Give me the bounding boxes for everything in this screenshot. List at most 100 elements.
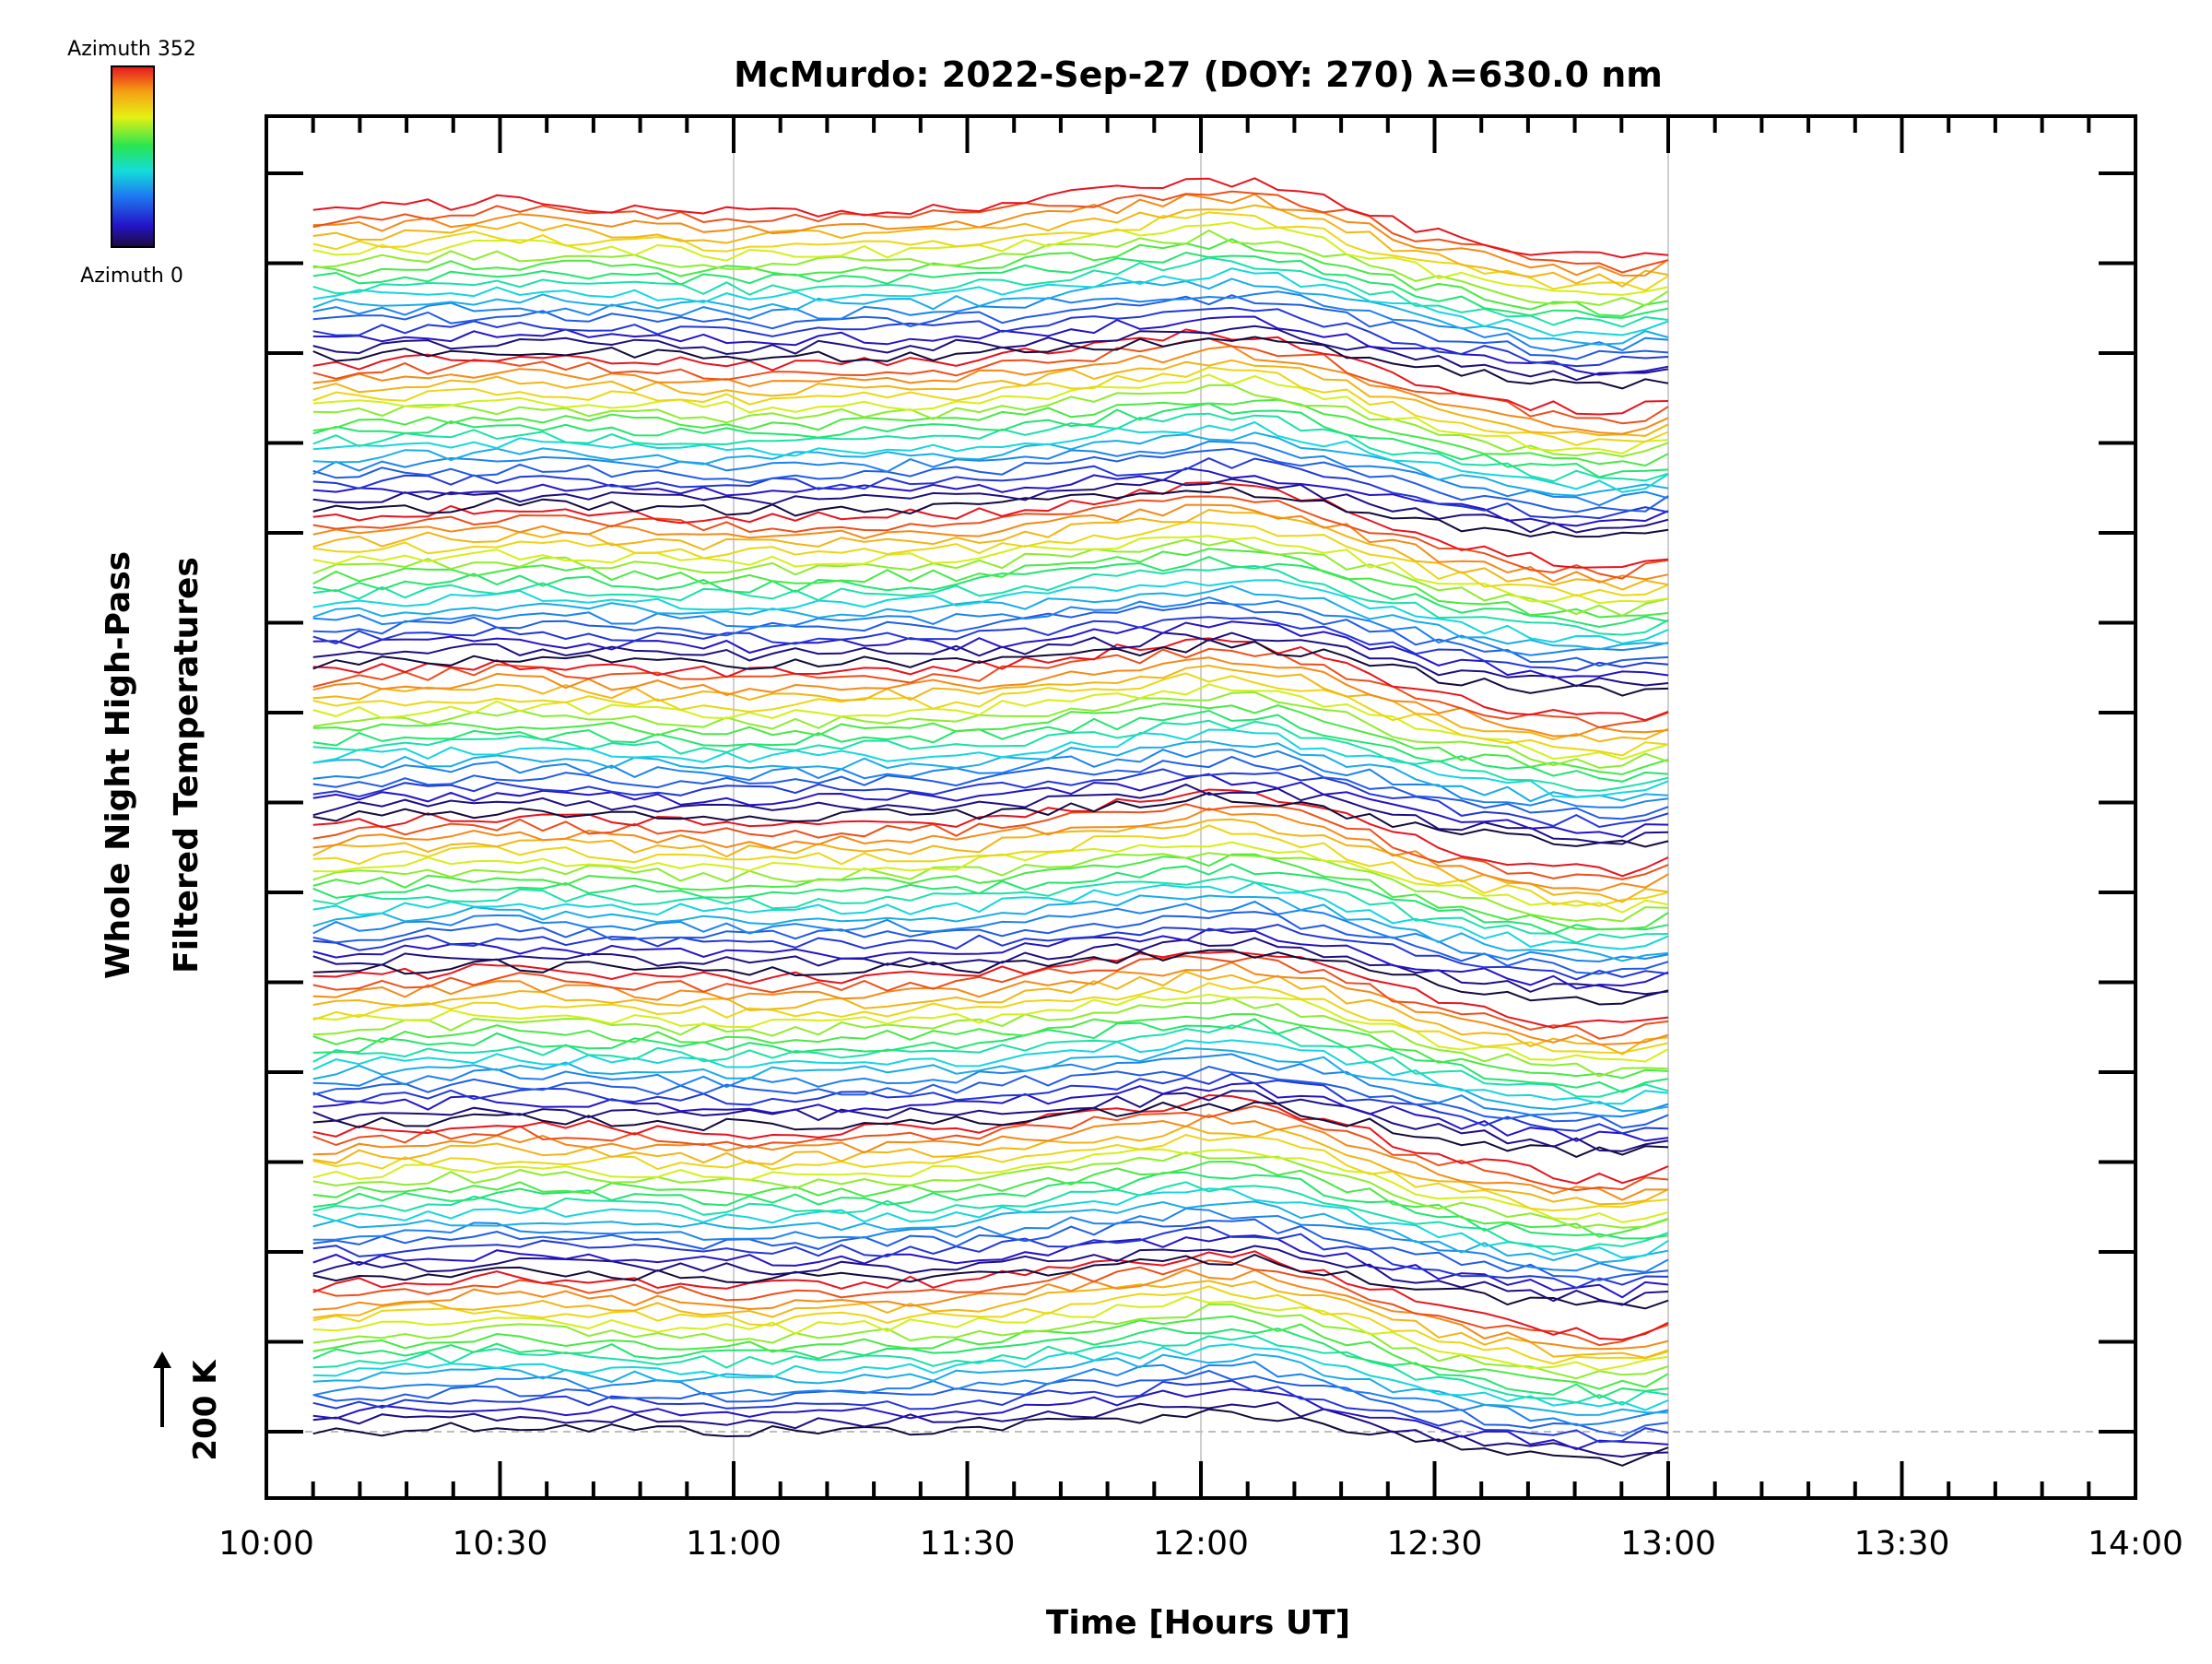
colorbar-gradient (111, 65, 155, 248)
y-axis-label-line2: Filtered Temperatures (168, 557, 206, 974)
series-line-56 (312, 927, 1669, 990)
series-line-72 (312, 791, 1669, 848)
series-line-6 (312, 1353, 1669, 1416)
series-line-106 (312, 495, 1669, 580)
series-line-48 (312, 993, 1669, 1063)
series-line-7 (312, 1343, 1669, 1411)
series-line-27 (312, 1171, 1669, 1240)
series-line-128 (312, 315, 1669, 376)
series-line-60 (312, 894, 1669, 962)
series-line-85 (312, 672, 1669, 757)
series-line-34 (312, 1104, 1669, 1192)
series-line-117 (312, 402, 1669, 478)
series-line-47 (312, 997, 1669, 1078)
series-line-65 (312, 852, 1669, 923)
series-line-141 (312, 193, 1669, 277)
series-line-18 (312, 1254, 1669, 1310)
series-line-46 (312, 1013, 1669, 1080)
series-line-14 (312, 1280, 1669, 1359)
scale-bar-label: 200 K (187, 1359, 224, 1461)
series-line-1 (312, 1401, 1669, 1458)
series-line-135 (312, 251, 1669, 319)
x-axis-label: Time [Hours UT] (1046, 1604, 1350, 1642)
series-line-74 (312, 773, 1669, 838)
series-line-91 (312, 631, 1669, 688)
series-line-140 (312, 204, 1669, 288)
series-line-29 (312, 1151, 1669, 1229)
series-line-59 (312, 900, 1669, 963)
series-line-116 (312, 412, 1669, 483)
series-line-32 (312, 1125, 1669, 1206)
series-line-43 (312, 1039, 1669, 1105)
x-tick-label-4: 12:00 (1153, 1525, 1249, 1563)
scale-bar: 200 K (153, 1351, 224, 1461)
series-line-101 (312, 538, 1669, 618)
series-line-113 (312, 440, 1669, 507)
series-line-23 (312, 1207, 1669, 1273)
series-line-26 (312, 1181, 1669, 1252)
series-line-79 (312, 728, 1669, 798)
series-line-119 (312, 384, 1669, 458)
series-line-78 (312, 740, 1669, 803)
series-group (312, 177, 1669, 1467)
series-line-73 (312, 783, 1669, 845)
series-line-89 (312, 637, 1669, 722)
x-tick-label-0: 10:00 (218, 1525, 314, 1563)
x-tick-label-7: 13:30 (1854, 1525, 1950, 1563)
series-line-52 (312, 954, 1669, 1040)
series-line-11 (312, 1303, 1669, 1380)
series-line-71 (312, 788, 1669, 878)
x-tick-label-6: 13:00 (1620, 1525, 1716, 1563)
series-line-77 (312, 749, 1669, 808)
series-line-35 (312, 1093, 1669, 1185)
series-line-97 (312, 579, 1669, 644)
series-line-69 (312, 807, 1669, 891)
series-line-143 (312, 177, 1669, 259)
series-line-64 (312, 853, 1669, 931)
series-line-86 (312, 664, 1669, 743)
x-tick-labels: 10:00 10:30 11:00 11:30 12:00 12:30 13:00 13:30… (218, 1525, 2183, 1563)
series-line-114 (312, 431, 1669, 497)
series-line-9 (312, 1327, 1669, 1399)
series-line-93 (312, 616, 1669, 672)
series-line-126 (312, 336, 1669, 390)
scale-bar-arrow-icon (153, 1351, 171, 1368)
series-line-36 (312, 1101, 1669, 1158)
series-line-40 (312, 1065, 1669, 1129)
series-line-10 (312, 1315, 1669, 1390)
series-line-84 (312, 683, 1669, 761)
series-line-8 (312, 1334, 1669, 1406)
series-line-54 (312, 949, 1669, 1006)
colorbar: Azimuth 352 Azimuth 0 (67, 38, 196, 288)
series-line-17 (312, 1250, 1669, 1341)
series-line-139 (312, 211, 1669, 292)
series-line-81 (312, 709, 1669, 783)
series-line-4 (312, 1369, 1669, 1437)
series-line-62 (312, 875, 1669, 944)
series-line-38 (312, 1081, 1669, 1142)
series-line-2 (312, 1387, 1669, 1451)
y-axis-label-line1: Whole Night High-Pass (100, 551, 137, 979)
x-tick-label-2: 11:00 (686, 1525, 782, 1563)
colorbar-bottom-label: Azimuth 0 (80, 265, 183, 288)
series-line-58 (312, 911, 1669, 975)
series-line-133 (312, 267, 1669, 337)
series-line-104 (312, 508, 1669, 591)
series-line-37 (312, 1090, 1669, 1152)
x-tick-label-5: 12:30 (1387, 1525, 1483, 1563)
series-line-61 (312, 881, 1669, 950)
series-line-134 (312, 256, 1669, 328)
series-line-138 (312, 221, 1669, 296)
series-line-87 (312, 656, 1669, 738)
series-line-124 (312, 336, 1669, 425)
series-line-96 (312, 584, 1669, 651)
series-line-90 (312, 638, 1669, 697)
series-line-92 (312, 620, 1669, 679)
series-line-41 (312, 1053, 1669, 1118)
series-line-100 (312, 548, 1669, 619)
series-line-112 (312, 447, 1669, 513)
series-line-19 (312, 1245, 1669, 1306)
series-line-131 (312, 290, 1669, 352)
series-line-103 (312, 521, 1669, 597)
